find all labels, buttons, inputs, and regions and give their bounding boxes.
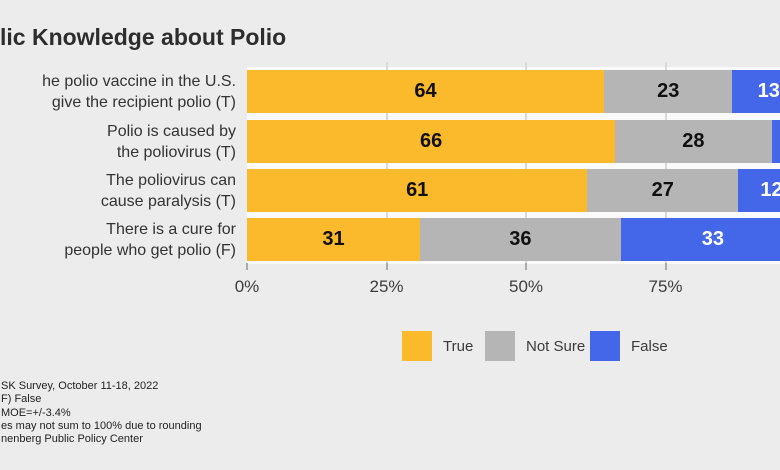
footnote-line: es may not sum to 100% due to rounding [1,419,202,432]
legend-label: False [631,337,668,355]
bar-value-label: 27 [651,179,674,201]
x-axis-tick-label: 75% [648,277,683,296]
bar-segment-not-sure: 28 [615,120,772,163]
footnotes: SK Survey, October 11-18, 2022 F) False MO… [1,380,202,446]
legend-item-false: False [590,331,668,361]
x-axis-tick [385,263,388,270]
bar-segment-not-sure: 23 [604,70,733,113]
x-axis-tick-label: 25% [369,277,404,296]
category-label: he polio vaccine in the U.S. give the rec… [0,71,236,113]
bar-segment-true: 66 [247,120,616,163]
bar-segment-true: 64 [247,70,605,113]
bar-segment-false: 13 [732,70,780,113]
bar-value-label: 61 [406,179,429,201]
bar-segment-not-sure: 36 [419,218,621,261]
category-label-line: The poliovirus can [106,171,236,189]
bar-value-label: 13 [757,80,780,102]
legend-swatch [485,331,515,361]
category-label-line: There is a cure for [106,220,236,238]
category-label-line: he polio vaccine in the U.S. [42,72,236,90]
bar-segment-false [771,120,780,163]
legend-label: True [443,337,474,355]
bar-value-label: 12 [760,179,780,201]
category-label-line: people who get polio (F) [64,241,236,259]
bar-segment-not-sure: 27 [587,169,739,212]
bar-segment-true: 61 [247,169,588,212]
x-axis-tick [246,263,248,270]
category-label: Polio is caused by the poliovirus (T) [0,121,236,163]
bar-value-label: 23 [657,80,680,102]
footnote-line: F) False [1,393,42,406]
bar-row: 66 28 [247,120,780,163]
footnote-line: SK Survey, October 11-18, 2022 [1,380,159,392]
category-label: There is a cure for people who get polio … [0,219,236,261]
footnote-line: nenberg Public Policy Center [1,433,143,446]
bar-row: 31 36 33 [247,218,780,261]
x-axis-tick-label: 50% [508,277,544,296]
category-label-line: give the recipient polio (T) [51,93,236,111]
bar-value-label: 31 [322,228,345,250]
bar-value-label: 33 [701,228,725,250]
bar-segment-true: 31 [247,218,420,261]
category-label-line: Polio is caused by [107,122,236,140]
category-label: The poliovirus can cause paralysis (T) [0,170,236,212]
legend-label: Not Sure [526,337,586,355]
bar-value-label: 66 [420,130,443,152]
chart-title: lic Knowledge about Polio [0,24,287,50]
category-label-line: cause paralysis (T) [100,192,236,210]
bar-value-label: 64 [414,80,437,102]
legend-item-not-sure: Not Sure [485,331,585,361]
x-axis-tick-label: 0% [234,277,260,296]
bar-segment-false: 33 [620,218,780,261]
x-axis-tick [525,263,527,270]
legend-item-true: True [402,331,473,361]
x-axis-tick [664,263,667,270]
bar-row: 61 27 12 [247,169,780,212]
bar-segment-false: 12 [738,169,780,212]
bar-value-label: 36 [509,228,532,250]
bar-value-label: 28 [682,130,705,152]
bar-row: 64 23 13 [247,70,780,113]
legend-swatch [402,331,432,361]
footnote-line: MOE=+/-3.4% [1,406,71,419]
category-label-line: the poliovirus (T) [116,143,236,161]
legend-swatch [590,331,620,361]
